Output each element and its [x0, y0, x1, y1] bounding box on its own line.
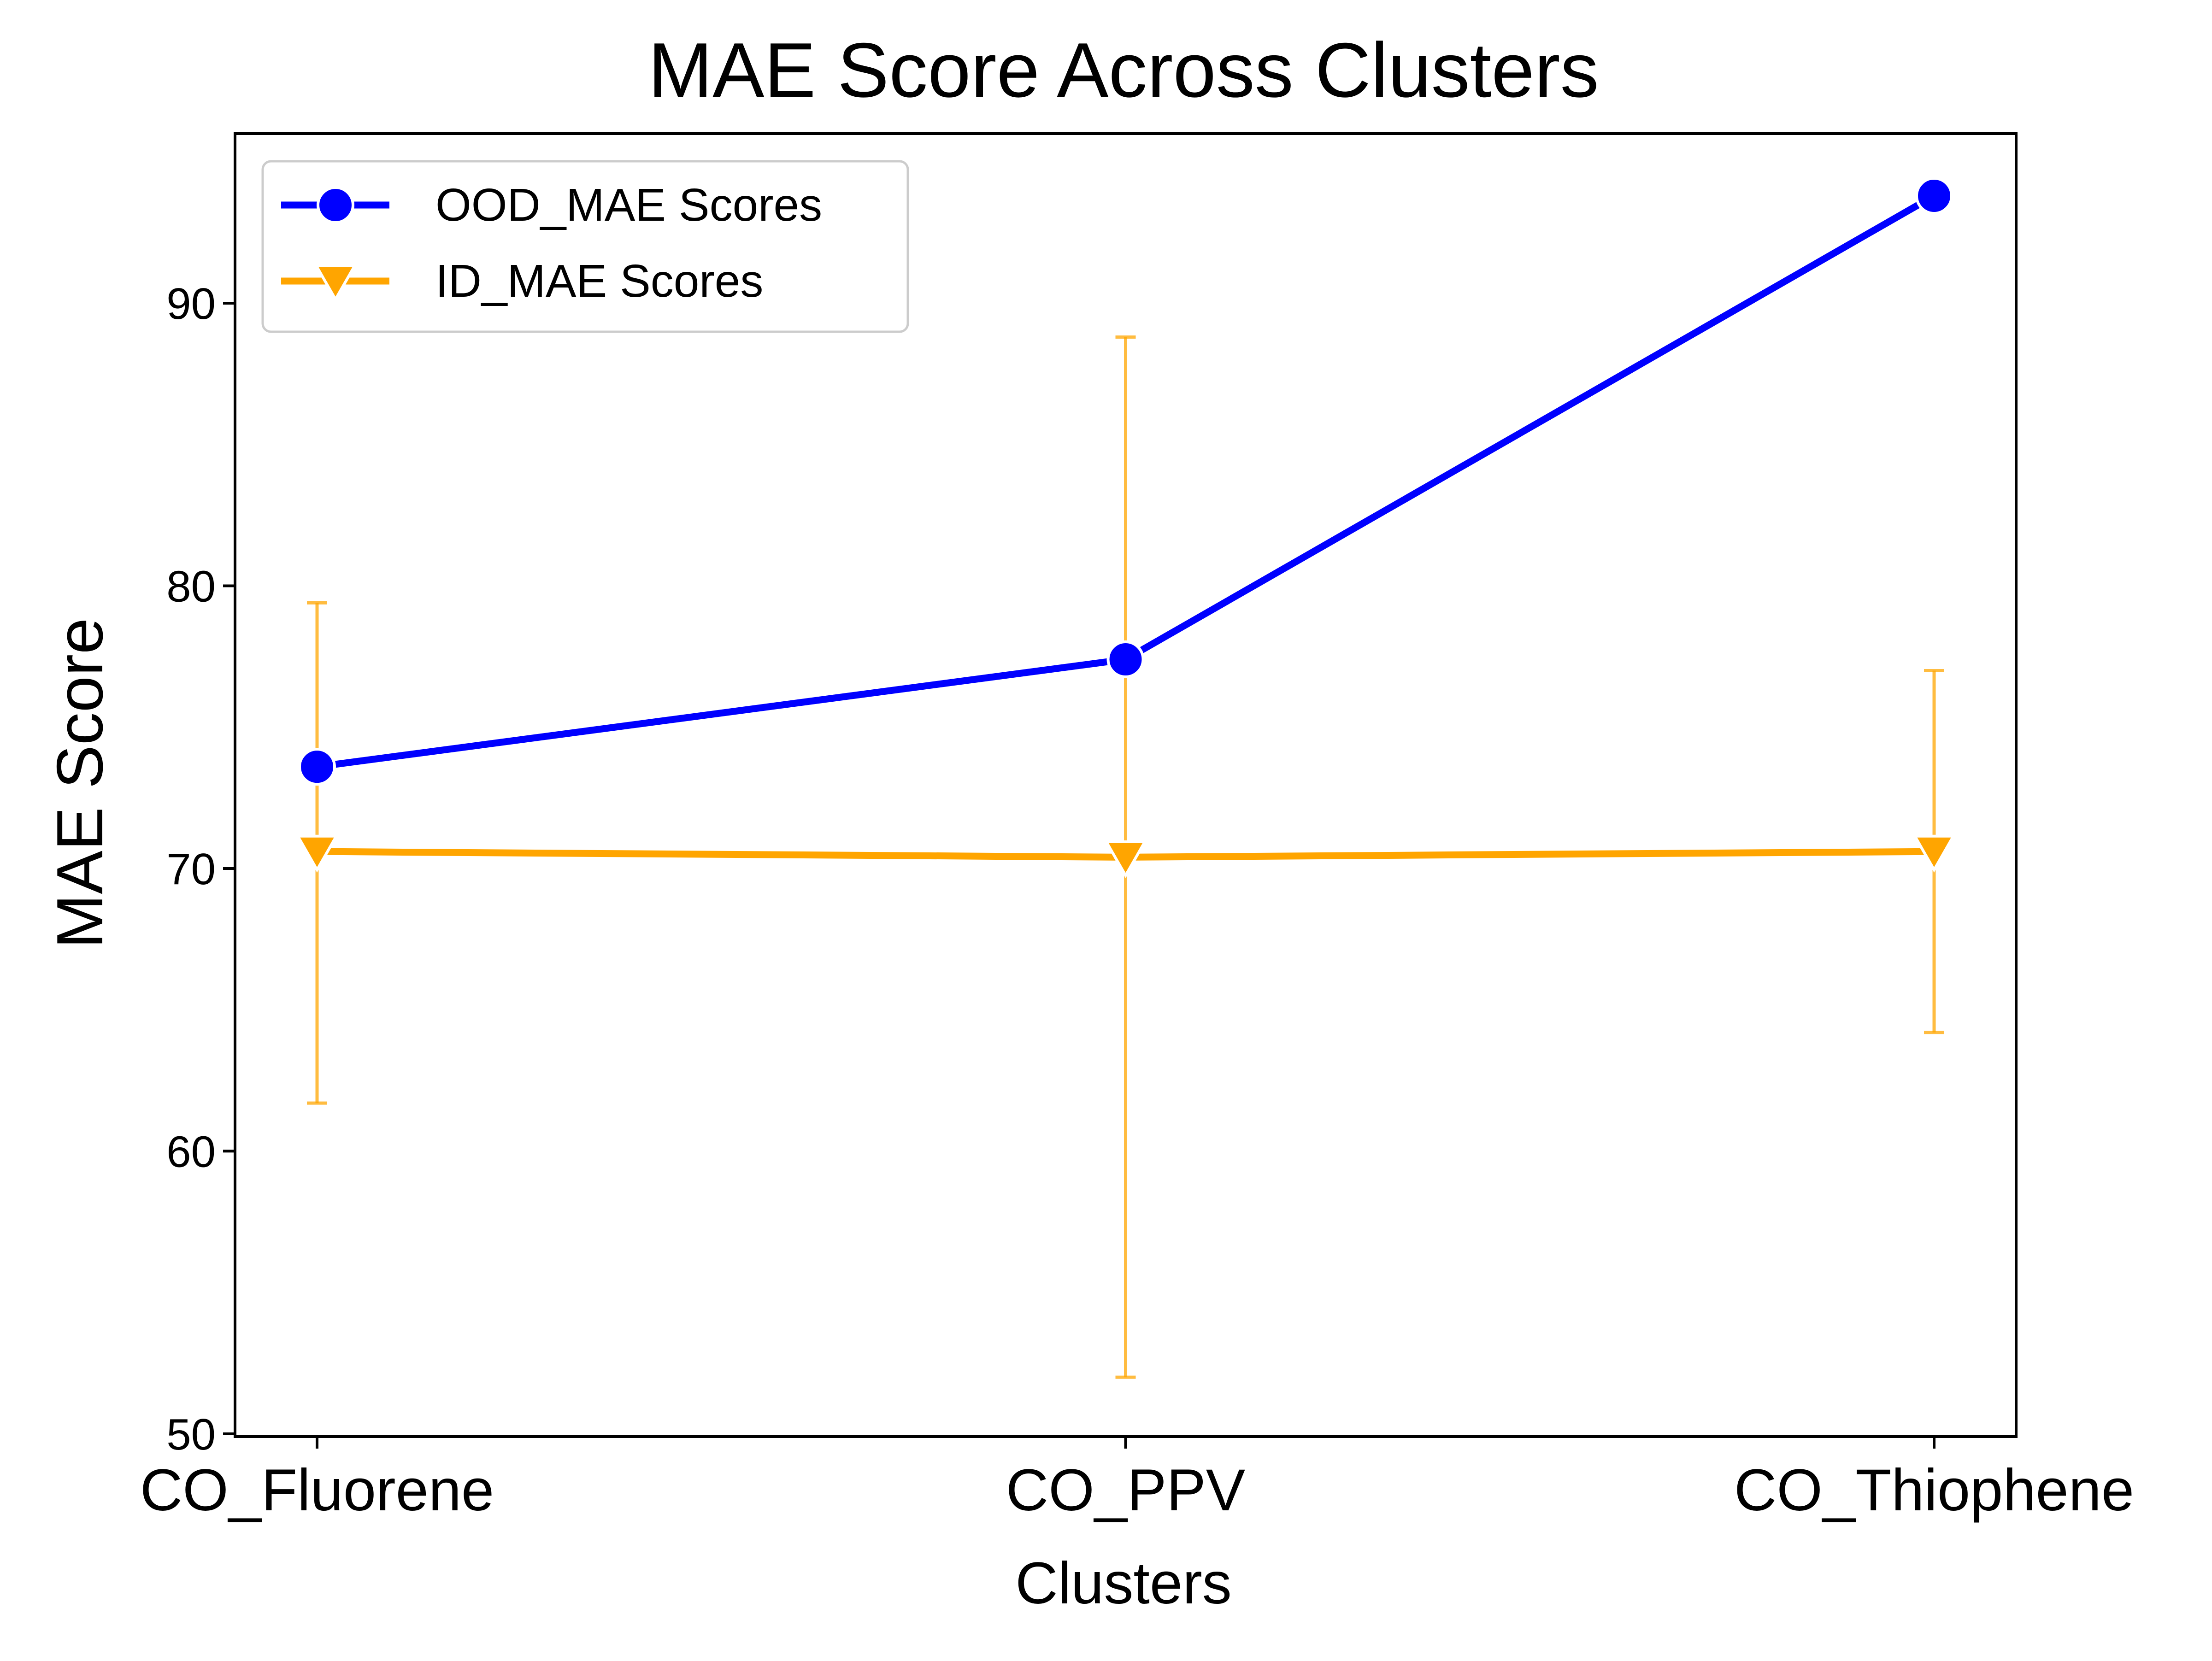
y-axis-label: MAE Score: [43, 618, 117, 949]
y-tick-label: 80: [166, 562, 216, 611]
legend-marker: [317, 186, 354, 224]
y-tick-label: 90: [166, 279, 216, 329]
x-tick-label: CO_PPV: [1006, 1457, 1245, 1523]
chart-title: MAE Score Across Clusters: [648, 27, 1599, 113]
data-point: [1104, 840, 1147, 879]
data-point: [1915, 176, 1953, 215]
y-tick-label: 50: [166, 1410, 216, 1459]
data-point: [295, 834, 339, 873]
data-point: [298, 748, 336, 786]
data-point: [1106, 640, 1145, 679]
y-tick-label: 60: [166, 1127, 216, 1176]
legend-box: [261, 160, 909, 333]
x-tick-label: CO_Thiophene: [1734, 1457, 2134, 1523]
x-axis-label: Clusters: [1015, 1550, 1231, 1616]
legend-marker: [314, 264, 357, 302]
legend-label: ID_MAE Scores: [435, 255, 763, 307]
y-tick-label: 70: [166, 845, 216, 894]
x-tick-label: CO_Fluorene: [140, 1457, 494, 1523]
legend-label: OOD_MAE Scores: [435, 179, 822, 231]
data-point: [1912, 834, 1956, 873]
